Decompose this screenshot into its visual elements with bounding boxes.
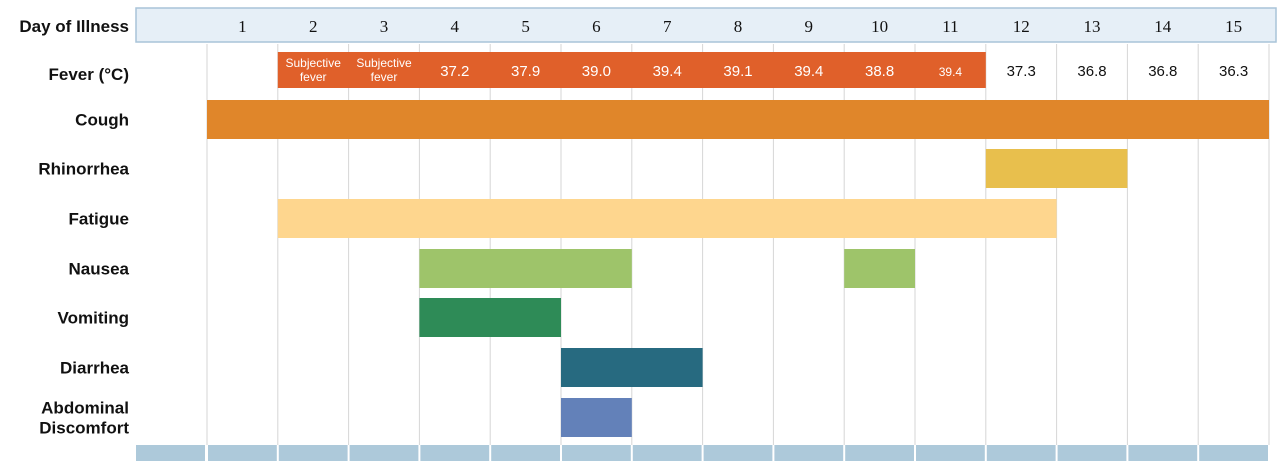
fever-value: 36.8: [1148, 63, 1177, 80]
fatigue-row-label: Fatigue: [69, 210, 129, 229]
fever-value: Subjective fever: [356, 56, 412, 84]
day-label: 3: [380, 17, 389, 36]
footer-segment: [1128, 445, 1198, 461]
footer-segment: [1199, 445, 1268, 461]
diarrhea-row-label: Diarrhea: [60, 359, 130, 378]
footer-segment: [562, 445, 631, 461]
day-label: 11: [942, 17, 958, 36]
footer-segment: [632, 445, 702, 461]
fever-value: Subjective fever: [286, 56, 342, 84]
fever-value: 36.3: [1219, 63, 1248, 80]
fever-value: 37.2: [440, 63, 469, 80]
nausea-row-label: Nausea: [69, 260, 130, 279]
header-label: Day of Illness: [19, 17, 129, 36]
day-label: 2: [309, 17, 318, 36]
day-label: 5: [521, 17, 530, 36]
diarrhea-bar: [561, 348, 703, 387]
cough-row-label: Cough: [75, 111, 129, 130]
footer-segment: [916, 445, 985, 461]
fever-cells: Subjective fever Subjective fever 37.2 37.9 39…: [277, 52, 1248, 88]
fever-row-label: Fever (°C): [49, 65, 129, 84]
vomiting-row-label: Vomiting: [58, 309, 129, 328]
day-labels: 1 2 3 4 5 6 7 8 9 10 11 12 13 14 15: [238, 17, 1242, 36]
nausea-bar: [419, 249, 632, 288]
footer-band: [136, 445, 1268, 461]
footer-segment: [349, 445, 419, 461]
fever-value: 37.3: [1007, 63, 1036, 80]
header-band: [135, 7, 1277, 43]
footer-segment: [774, 445, 844, 461]
fever-value: 39.4: [794, 63, 823, 80]
footer-segment: [703, 445, 773, 461]
fever-value: 38.8: [865, 63, 894, 80]
vomiting-bar: [419, 298, 561, 337]
rhinorrhea-bar: [985, 149, 1128, 188]
fever-value: 39.0: [582, 63, 611, 80]
fatigue-bar: [277, 199, 1057, 238]
fever-value: 36.8: [1077, 63, 1106, 80]
footer-segment: [1057, 445, 1127, 461]
day-label: 9: [805, 17, 814, 36]
day-label: 15: [1225, 17, 1242, 36]
rhinorrhea-row-label: Rhinorrhea: [38, 160, 129, 179]
symptom-rows: Cough Rhinorrhea Fatigue Nausea Vomiting Diar…: [38, 100, 1269, 438]
day-label: 4: [451, 17, 460, 36]
fever-value: 39.4: [939, 65, 963, 79]
cough-bar: [207, 100, 1269, 139]
footer-segment: [208, 445, 277, 461]
footer-segment: [845, 445, 914, 461]
day-label: 7: [663, 17, 672, 36]
day-label: 6: [592, 17, 601, 36]
fever-bar: [277, 52, 986, 88]
day-label: 13: [1084, 17, 1101, 36]
day-label: 14: [1154, 17, 1172, 36]
footer-segment: [136, 445, 205, 461]
footer-segment: [420, 445, 490, 461]
abdominal-discomfort-row-label: Abdominal Discomfort: [39, 399, 129, 438]
day-label: 12: [1013, 17, 1030, 36]
fever-value: 37.9: [511, 63, 540, 80]
nausea-bar: [844, 249, 915, 288]
day-label: 8: [734, 17, 743, 36]
abdominal-discomfort-bar: [561, 398, 632, 437]
footer-segment: [491, 445, 560, 461]
day-label: 1: [238, 17, 247, 36]
footer-segment: [986, 445, 1056, 461]
fever-value: 39.4: [653, 63, 682, 80]
fever-value: 39.1: [723, 63, 752, 80]
footer-segment: [278, 445, 348, 461]
day-label: 10: [871, 17, 888, 36]
